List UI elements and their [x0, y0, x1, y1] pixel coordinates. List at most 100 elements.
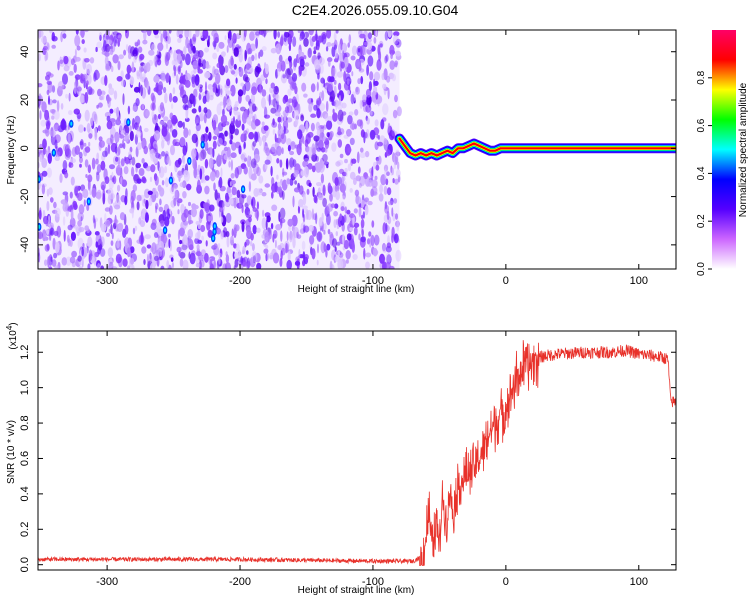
heatmap-cell	[197, 69, 203, 74]
heatmap-cell	[155, 202, 159, 210]
heatmap-cell	[353, 177, 357, 186]
heatmap-cell	[260, 89, 266, 94]
heatmap-cell	[316, 231, 323, 243]
heatmap-cell	[325, 248, 328, 258]
heatmap-cell	[69, 256, 76, 264]
heatmap-cell	[102, 188, 106, 201]
heatmap-cell	[182, 145, 187, 156]
heatmap-cell	[66, 234, 70, 243]
heatmap-cell	[59, 173, 63, 184]
heatmap-cell	[298, 66, 302, 76]
heatmap-cell	[330, 203, 336, 208]
heatmap-cell	[230, 57, 234, 66]
heatmap-cell	[219, 207, 224, 213]
heatmap-cell	[205, 126, 209, 133]
heatmap-cell	[144, 212, 149, 223]
heatmap-cell	[174, 138, 179, 143]
heatmap-cell	[62, 160, 68, 171]
heatmap-cell	[256, 262, 262, 269]
heatmap-cell	[333, 219, 337, 229]
heatmap-cell	[264, 159, 271, 165]
heatmap-cell	[316, 182, 322, 187]
heatmap-cell	[127, 265, 131, 269]
heatmap-cell	[83, 199, 86, 207]
heatmap-cell	[158, 167, 161, 174]
heatmap-cell	[291, 96, 297, 108]
heatmap-cell	[170, 103, 174, 110]
heatmap-cell	[271, 204, 278, 212]
heatmap-cell	[365, 261, 370, 269]
heatmap-cell	[337, 139, 342, 148]
heatmap-cell	[98, 140, 105, 148]
heatmap-cell	[336, 93, 340, 98]
heatmap-cell	[116, 167, 122, 176]
heatmap-cell	[67, 133, 71, 144]
heatmap-cell	[38, 83, 43, 88]
heatmap-cell	[183, 170, 190, 182]
heatmap-cell	[324, 205, 330, 215]
heatmap-cell	[255, 31, 261, 36]
heatmap-cell	[347, 89, 350, 95]
heatmap-cell	[236, 111, 241, 121]
heatmap-cell	[280, 73, 288, 84]
heatmap-cell	[258, 175, 264, 184]
heatmap-cell	[304, 62, 310, 67]
heatmap-cell	[218, 256, 221, 265]
heatmap-cell	[302, 208, 305, 219]
heatmap-cell	[265, 252, 269, 261]
heatmap-cell	[126, 64, 132, 75]
heatmap-cell	[135, 98, 140, 107]
heatmap-cell	[203, 202, 210, 211]
heatmap-cell	[161, 151, 166, 157]
heatmap-cell	[136, 71, 140, 80]
heatmap-cell	[384, 31, 389, 41]
heatmap-cell	[51, 259, 57, 267]
heatmap-cell	[337, 126, 341, 136]
heatmap-cell	[188, 214, 192, 225]
heatmap-cell	[351, 241, 355, 253]
heatmap-cell	[217, 192, 221, 199]
heatmap-cell	[371, 186, 378, 196]
heatmap-cell	[349, 227, 354, 232]
heatmap-cell	[204, 185, 210, 195]
heatmap-cell	[193, 204, 199, 210]
heatmap-cell	[157, 81, 164, 92]
heatmap-cell	[59, 59, 64, 65]
heatmap-cell	[324, 137, 330, 150]
heatmap-cell	[251, 198, 254, 207]
heatmap-cell	[351, 71, 354, 77]
heatmap-cell	[229, 139, 233, 145]
heatmap-cell	[291, 72, 298, 82]
heatmap-cell	[265, 244, 269, 250]
heatmap-cell	[155, 60, 158, 68]
heatmap-cell	[113, 35, 117, 47]
heatmap-cell	[213, 243, 218, 249]
heatmap-cell	[203, 107, 208, 114]
heatmap-cell	[143, 30, 147, 41]
heatmap-cell	[261, 46, 267, 52]
heatmap-cell	[391, 73, 396, 82]
heatmap-cell	[45, 51, 49, 61]
heatmap-cell	[83, 142, 87, 147]
heatmap-cell	[345, 259, 349, 264]
x-tick-label: -100	[362, 576, 384, 588]
heatmap-cell	[39, 110, 42, 120]
heatmap-cell	[221, 108, 225, 117]
y-tick-label: 40	[19, 46, 31, 58]
heatmap-cell	[38, 30, 42, 39]
heatmap-cell	[337, 109, 344, 122]
heatmap-cell	[261, 121, 265, 127]
heatmap-cell	[103, 40, 107, 52]
heatmap-cell	[226, 186, 231, 196]
colorbar-tick-label: 0.4	[696, 166, 707, 180]
heatmap-cell	[284, 106, 290, 114]
heatmap-cell	[96, 189, 102, 200]
heatmap-cell	[109, 174, 113, 181]
heatmap-cell	[154, 175, 159, 186]
heatmap-cell	[131, 156, 136, 166]
heatmap-cell	[199, 209, 204, 219]
heatmap-cell	[329, 130, 334, 138]
heatmap-cell	[226, 45, 229, 53]
heatmap-cell	[141, 212, 146, 220]
heatmap-cell	[394, 94, 398, 103]
